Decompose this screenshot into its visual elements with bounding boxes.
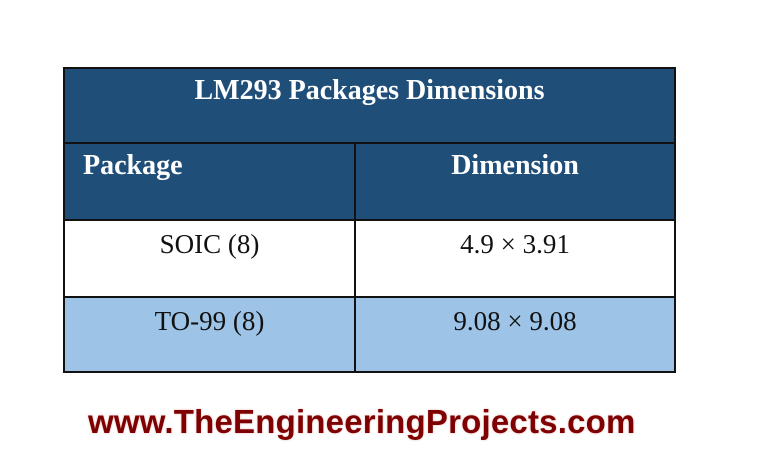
table-row: SOIC (8) 4.9 × 3.91	[65, 221, 674, 298]
website-watermark: www.TheEngineeringProjects.com	[88, 403, 636, 440]
package-value: TO-99 (8)	[154, 306, 265, 336]
table-title: LM293 Packages Dimensions	[194, 75, 545, 106]
package-cell: TO-99 (8)	[65, 298, 356, 371]
header-dimension-label: Dimension	[451, 150, 579, 181]
package-dimensions-table: LM293 Packages Dimensions Package Dimens…	[63, 67, 676, 373]
dimension-cell: 9.08 × 9.08	[356, 298, 674, 371]
header-cell-dimension: Dimension	[356, 144, 674, 219]
dimension-cell: 4.9 × 3.91	[356, 221, 674, 296]
dimension-value: 9.08 × 9.08	[453, 306, 577, 336]
table-header-row: Package Dimension	[65, 144, 674, 221]
header-package-label: Package	[83, 150, 183, 181]
dimension-value: 4.9 × 3.91	[460, 229, 570, 259]
table-row: TO-99 (8) 9.08 × 9.08	[65, 298, 674, 371]
header-cell-package: Package	[65, 144, 356, 219]
package-value: SOIC (8)	[159, 229, 260, 259]
package-cell: SOIC (8)	[65, 221, 356, 296]
table-title-row: LM293 Packages Dimensions	[65, 69, 674, 144]
